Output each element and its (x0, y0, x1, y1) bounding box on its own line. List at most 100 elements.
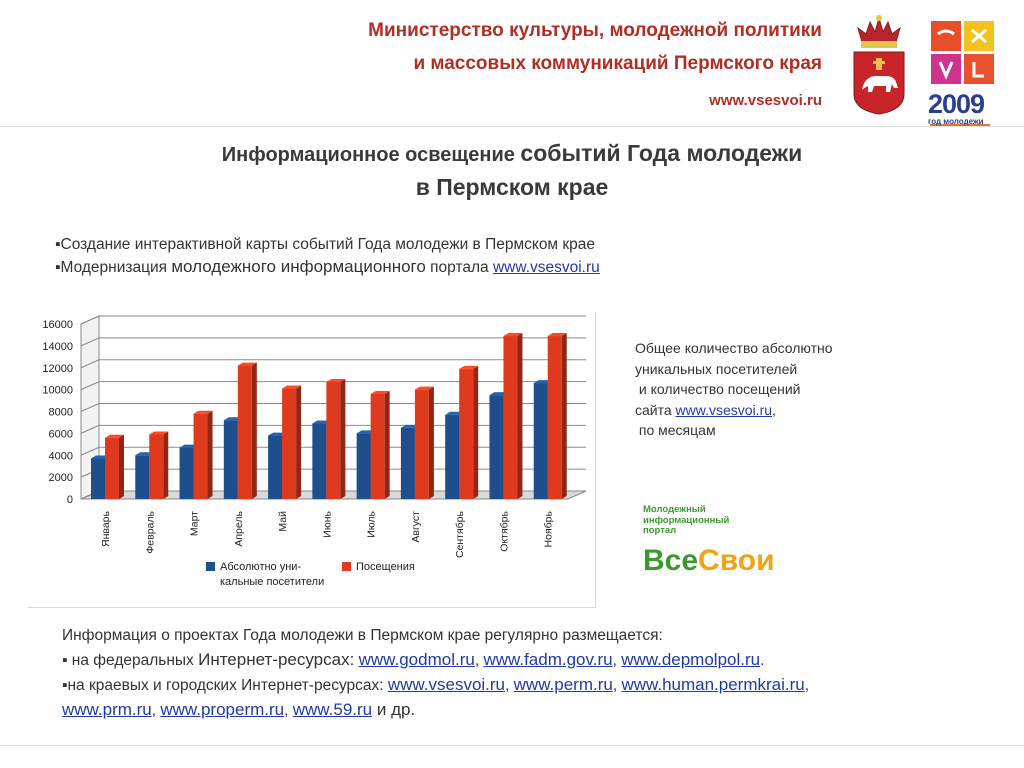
link-properm[interactable]: www.properm.ru (160, 700, 285, 719)
chart-bar (547, 336, 562, 499)
chart-x-tick-label: Июль (366, 510, 378, 537)
chart-bar-side (163, 431, 169, 499)
chart-x-tick-label: Октябрь (498, 510, 510, 551)
site-url[interactable]: www.vsesvoi.ru (709, 92, 822, 109)
chart-bar (237, 365, 252, 499)
chart-bar (149, 434, 164, 499)
link-depmolpol[interactable]: www.depmolpol.ru (621, 650, 761, 669)
portal-link[interactable]: www.vsesvoi.ru (492, 259, 600, 276)
org-name-line1: Министерство культуры, молодежной полити… (368, 20, 822, 41)
footer-federal: ▪ на федеральных Интернет-ресурсах: www.… (62, 650, 765, 669)
bullet-list: ▪Создание интерактивной карты событий Го… (55, 234, 600, 279)
chart-bar-side (340, 378, 346, 499)
link-prm[interactable]: www.prm.ru (62, 700, 152, 719)
chart-bar-side (473, 365, 479, 499)
chart-bar (370, 394, 385, 499)
chart-bar (533, 383, 548, 499)
chart-bar (193, 413, 208, 499)
chart-gridline (80, 315, 586, 325)
footer-regional-2: www.prm.ru, www.properm.ru, www.59.ru и … (62, 700, 416, 719)
chart-y-tick-label: 14000 (42, 341, 73, 353)
org-name-line2: и массовых коммуникаций Пермского края (413, 53, 822, 74)
chart-gridline (80, 359, 586, 369)
chart-bar-top (149, 431, 169, 435)
link-fadm[interactable]: www.fadm.gov.ru (483, 650, 613, 669)
side-site-link[interactable]: www.vsesvoi.ru (675, 401, 773, 418)
badge-caption: год молодежи (928, 117, 984, 126)
chart-legend-label: Абсолютно уни- (220, 561, 301, 573)
chart-bar-side (384, 391, 390, 499)
chart-y-tick-label: 6000 (49, 428, 73, 440)
chart-bar-top (193, 410, 213, 414)
chart-x-tick-label: Март (189, 511, 201, 536)
footer-divider (0, 745, 1024, 746)
chart-bar (414, 389, 429, 499)
badge-year: 2009 (928, 89, 985, 119)
chart-bar (400, 427, 415, 499)
vsesvoi-logo: Молодежный информационный портал ВсеСвои (643, 504, 775, 577)
chart-x-tick-label: Сентябрь (454, 510, 466, 558)
header-accent-line (930, 124, 990, 126)
chart-bar (223, 420, 238, 499)
chart-bar (459, 368, 474, 499)
chart-y-tick-label: 2000 (49, 472, 73, 484)
chart-description: Общее количество абсолютно уникальных по… (635, 340, 833, 438)
chart-bar-side (296, 385, 302, 499)
chart-bar (326, 381, 341, 499)
chart-bar-top (326, 378, 346, 382)
chart-x-tick-label: Май (277, 511, 289, 532)
chart-x-tick-label: Январь (100, 510, 112, 547)
chart-bar-side (251, 362, 257, 499)
footer-intro: Информация о проектах Года молодежи в Пе… (62, 627, 663, 644)
chart-frame (28, 312, 596, 608)
chart-bar-side (517, 333, 523, 499)
chart-gridline (80, 381, 586, 391)
chart-bar-top (547, 333, 567, 337)
chart-legend-label: кальные посетители (220, 576, 324, 588)
footer-info: Информация о проектах Года молодежи в Пе… (62, 624, 809, 723)
chart-bar-top (105, 434, 124, 438)
chart-bar (91, 458, 105, 499)
chart-bar (105, 437, 119, 499)
chart-y-tick-label: 8000 (49, 407, 73, 419)
chart-bar-side (561, 333, 567, 499)
chart-gridline (80, 337, 586, 347)
year-of-youth-logo: 2009 год молодежи (928, 20, 998, 126)
bullet-item-2: ▪Модернизация молодежного информационног… (55, 257, 600, 276)
chart-bar (135, 455, 150, 499)
chart-bar-side (207, 410, 213, 499)
visitors-bar-chart: 0 2000 4000 6000 8000 10000 12000 14000 16000 Янв… (42, 315, 587, 588)
coat-of-arms-icon (850, 12, 908, 116)
chart-bar (282, 388, 297, 499)
chart-y-tick-label: 0 (67, 494, 73, 506)
chart-legend-label: Посещения (356, 561, 415, 573)
page-title-line1: Информационное освещение событий Года мо… (221, 140, 803, 166)
chart-bar-top (459, 365, 479, 369)
chart-bar-top (414, 386, 434, 390)
chart-y-tick-label: 12000 (42, 363, 73, 375)
footer-regional: ▪на краевых и городских Интернет-ресурса… (62, 675, 810, 694)
chart-legend-swatch (206, 562, 215, 571)
link-perm[interactable]: www.perm.ru (513, 675, 613, 694)
chart-x-tick-label: Июнь (321, 510, 333, 537)
link-human-permkrai[interactable]: www.human.permkrai.ru (621, 675, 805, 694)
header-divider-full (0, 126, 1024, 127)
page-title-line2: в Пермском крае (415, 174, 609, 200)
bullet-item-1: ▪Создание интерактивной карты событий Го… (55, 236, 596, 253)
chart-bar-top (237, 362, 257, 366)
chart-bar (179, 447, 194, 499)
chart-bar-side (428, 386, 434, 499)
chart-bar (445, 414, 460, 499)
chart-bar-top (370, 391, 390, 394)
chart-bar-top (503, 333, 523, 337)
link-godmol[interactable]: www.godmol.ru (358, 650, 475, 669)
chart-x-tick-label: Февраль (144, 510, 156, 553)
chart-bar (356, 433, 371, 499)
chart-y-tick-label: 10000 (42, 385, 73, 397)
link-59[interactable]: www.59.ru (292, 700, 373, 719)
chart-x-tick-label: Апрель (233, 510, 245, 546)
chart-y-tick-label: 4000 (49, 450, 73, 462)
chart-bar (489, 395, 504, 499)
link-vsesvoi[interactable]: www.vsesvoi.ru (387, 675, 506, 694)
chart-bar-top (282, 385, 302, 389)
